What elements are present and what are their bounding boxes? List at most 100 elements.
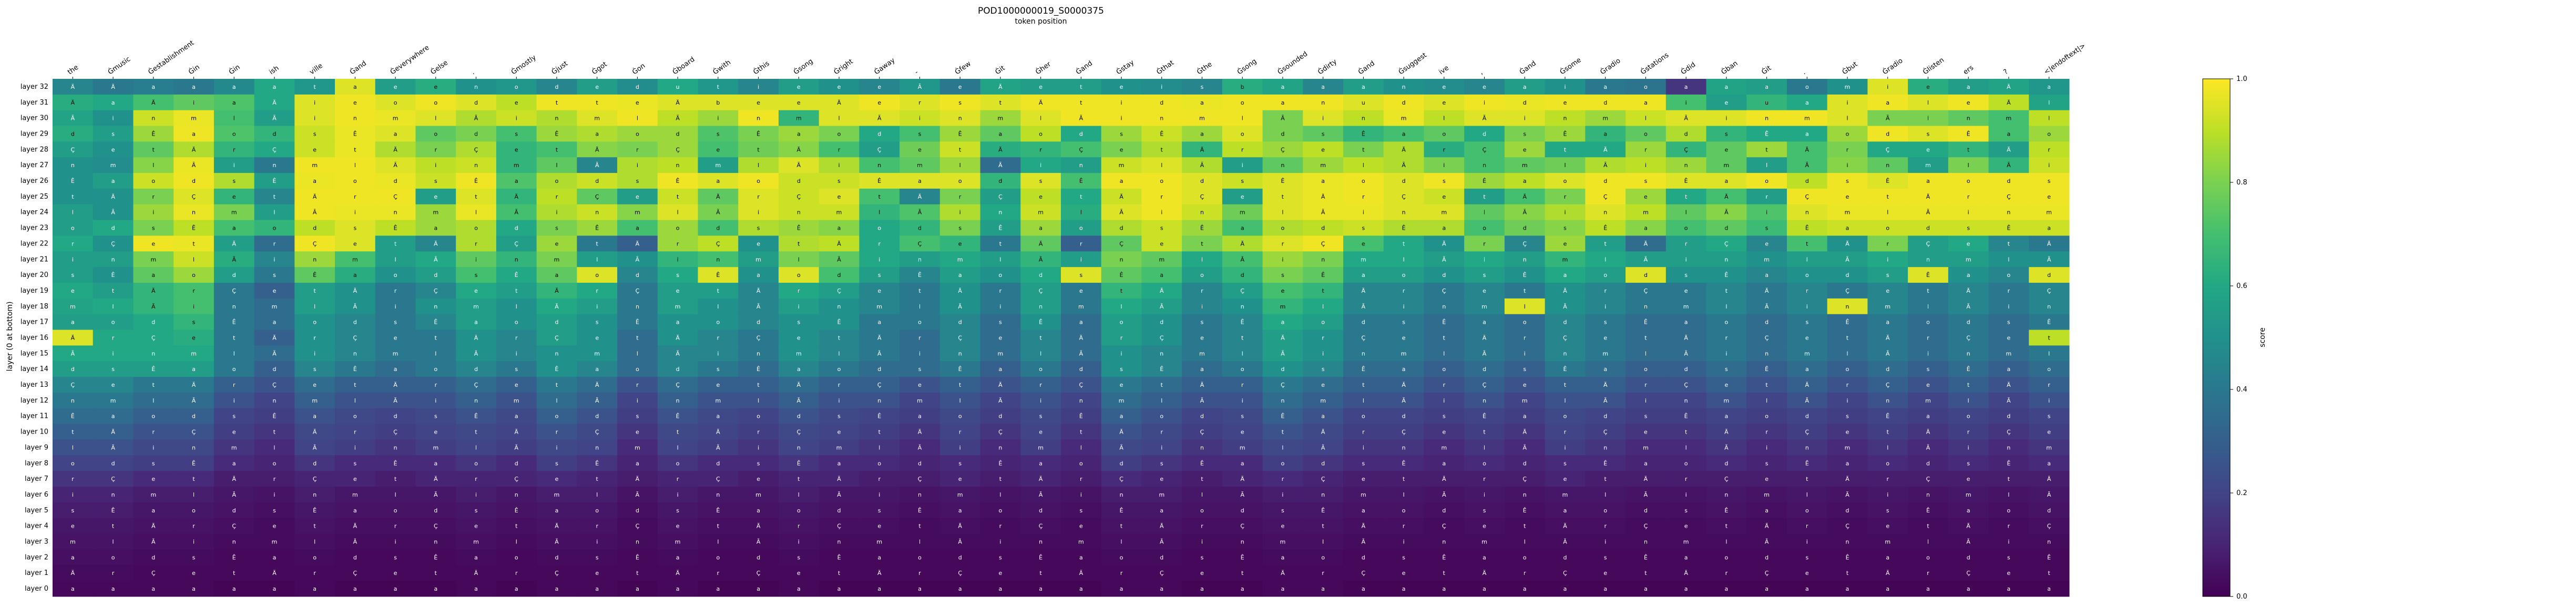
cell-label: s bbox=[1160, 225, 1163, 232]
cell-label: n bbox=[1120, 491, 1123, 498]
cell-label: d bbox=[877, 130, 881, 137]
cell-label: l bbox=[1645, 350, 1647, 357]
cell-label: Ä bbox=[595, 382, 599, 388]
heatmap-cell bbox=[657, 173, 699, 189]
cell-label: a bbox=[1321, 585, 1325, 592]
cell-label: r bbox=[152, 429, 155, 436]
cell-label: m bbox=[1078, 303, 1084, 310]
cell-label: m bbox=[1925, 162, 1931, 169]
cell-label: a bbox=[676, 554, 680, 561]
heatmap-cell bbox=[456, 79, 497, 95]
cell-label: Ç bbox=[1886, 146, 1890, 153]
cell-label: d bbox=[1402, 99, 1406, 106]
cell-label: Ä bbox=[232, 240, 236, 247]
heatmap-cell bbox=[577, 220, 618, 236]
heatmap-cell bbox=[1020, 141, 1061, 158]
heatmap-cell bbox=[859, 126, 900, 142]
cell-label: Ã bbox=[2047, 256, 2051, 263]
chart-subtitle: token position bbox=[1015, 17, 1067, 26]
heatmap-cell bbox=[375, 283, 416, 299]
cell-label: e bbox=[232, 193, 236, 200]
cell-label: s bbox=[555, 225, 558, 232]
cell-label: r bbox=[717, 570, 720, 577]
cell-label: o bbox=[394, 272, 397, 279]
cell-label: Ä bbox=[958, 523, 962, 530]
cell-label: Ä bbox=[272, 99, 277, 106]
cell-label: o bbox=[2007, 272, 2011, 279]
cell-label: i bbox=[1524, 350, 1526, 357]
cell-label: i bbox=[193, 99, 195, 106]
cell-label: Ä bbox=[918, 193, 922, 200]
cell-label: Ç bbox=[514, 476, 518, 482]
cell-label: o bbox=[353, 413, 357, 420]
cell-label: Ç bbox=[998, 193, 1003, 200]
cell-label: s bbox=[394, 319, 397, 326]
heatmap-cell bbox=[133, 94, 174, 111]
cell-label: l bbox=[839, 115, 840, 122]
cell-label: t bbox=[1564, 146, 1567, 153]
cell-label: d bbox=[1442, 507, 1446, 514]
x-tick-label: Ġit bbox=[1760, 64, 1773, 77]
heatmap-cell bbox=[536, 126, 577, 142]
heatmap-cell bbox=[254, 141, 295, 158]
heatmap-cell bbox=[294, 330, 335, 346]
cell-label: m bbox=[1280, 539, 1286, 546]
cell-label: Ê bbox=[1724, 507, 1728, 514]
cell-label: Ä bbox=[797, 146, 801, 153]
cell-label: m bbox=[2006, 350, 2012, 357]
heatmap-cell bbox=[53, 173, 94, 189]
heatmap-cell bbox=[2029, 126, 2070, 142]
cell-label: t bbox=[1080, 99, 1082, 106]
cell-label: Ç bbox=[595, 429, 599, 436]
cell-label: n bbox=[837, 303, 841, 310]
cell-label: a bbox=[1281, 585, 1285, 592]
heatmap-cell bbox=[1706, 220, 1747, 236]
heatmap-cell bbox=[1948, 173, 1989, 189]
cell-label: e bbox=[797, 84, 801, 90]
cell-label: Ê bbox=[1483, 178, 1486, 184]
cell-label: i bbox=[919, 350, 921, 357]
cell-label: Ç bbox=[1200, 193, 1204, 200]
heatmap-cell bbox=[1706, 298, 1747, 315]
cell-label: r bbox=[1765, 429, 1768, 436]
heatmap-cell bbox=[133, 251, 174, 268]
cell-label: Ä bbox=[2007, 99, 2011, 106]
y-tick-label: layer 1 bbox=[25, 569, 48, 577]
heatmap-cell bbox=[173, 79, 214, 95]
heatmap-cell bbox=[496, 298, 537, 315]
cell-label: Ê bbox=[1200, 460, 1204, 467]
cell-label: n bbox=[1321, 491, 1325, 498]
cell-label: e bbox=[999, 335, 1003, 342]
heatmap-cell bbox=[213, 220, 255, 236]
cell-label: o bbox=[71, 460, 75, 467]
cell-label: t bbox=[1887, 193, 1889, 200]
heatmap-cell bbox=[1303, 220, 1344, 236]
cell-label: e bbox=[1442, 99, 1446, 106]
cell-label: n bbox=[1160, 350, 1163, 357]
cell-label: d bbox=[1241, 272, 1244, 279]
cell-label: i bbox=[677, 256, 679, 263]
heatmap-cell bbox=[1786, 141, 1828, 158]
cell-label: m bbox=[1078, 539, 1084, 546]
heatmap-cell bbox=[1948, 235, 1989, 252]
cell-label: Ê bbox=[434, 319, 437, 326]
cell-label: Ä bbox=[837, 99, 841, 106]
cell-label: l bbox=[2048, 350, 2050, 357]
x-tick-label: Ġmostly bbox=[509, 53, 538, 76]
cell-label: a bbox=[1926, 178, 1930, 184]
cell-label: s bbox=[1362, 460, 1365, 467]
heatmap-cell bbox=[1303, 298, 1344, 315]
cell-label: s bbox=[71, 272, 74, 279]
heatmap-cell bbox=[1262, 188, 1303, 205]
cell-label: n bbox=[434, 539, 437, 546]
heatmap-cell bbox=[617, 204, 658, 221]
cell-label: a bbox=[1039, 225, 1042, 232]
heatmap-cell bbox=[335, 267, 376, 283]
heatmap-cell bbox=[1504, 235, 1546, 252]
cell-label: t bbox=[354, 146, 356, 153]
cell-label: d bbox=[474, 366, 478, 373]
heatmap-cell bbox=[1424, 94, 1465, 111]
colorbar-tick-label: 0.6 bbox=[2236, 282, 2247, 290]
cell-label: a bbox=[797, 366, 801, 373]
cell-label: Ã bbox=[71, 350, 75, 357]
